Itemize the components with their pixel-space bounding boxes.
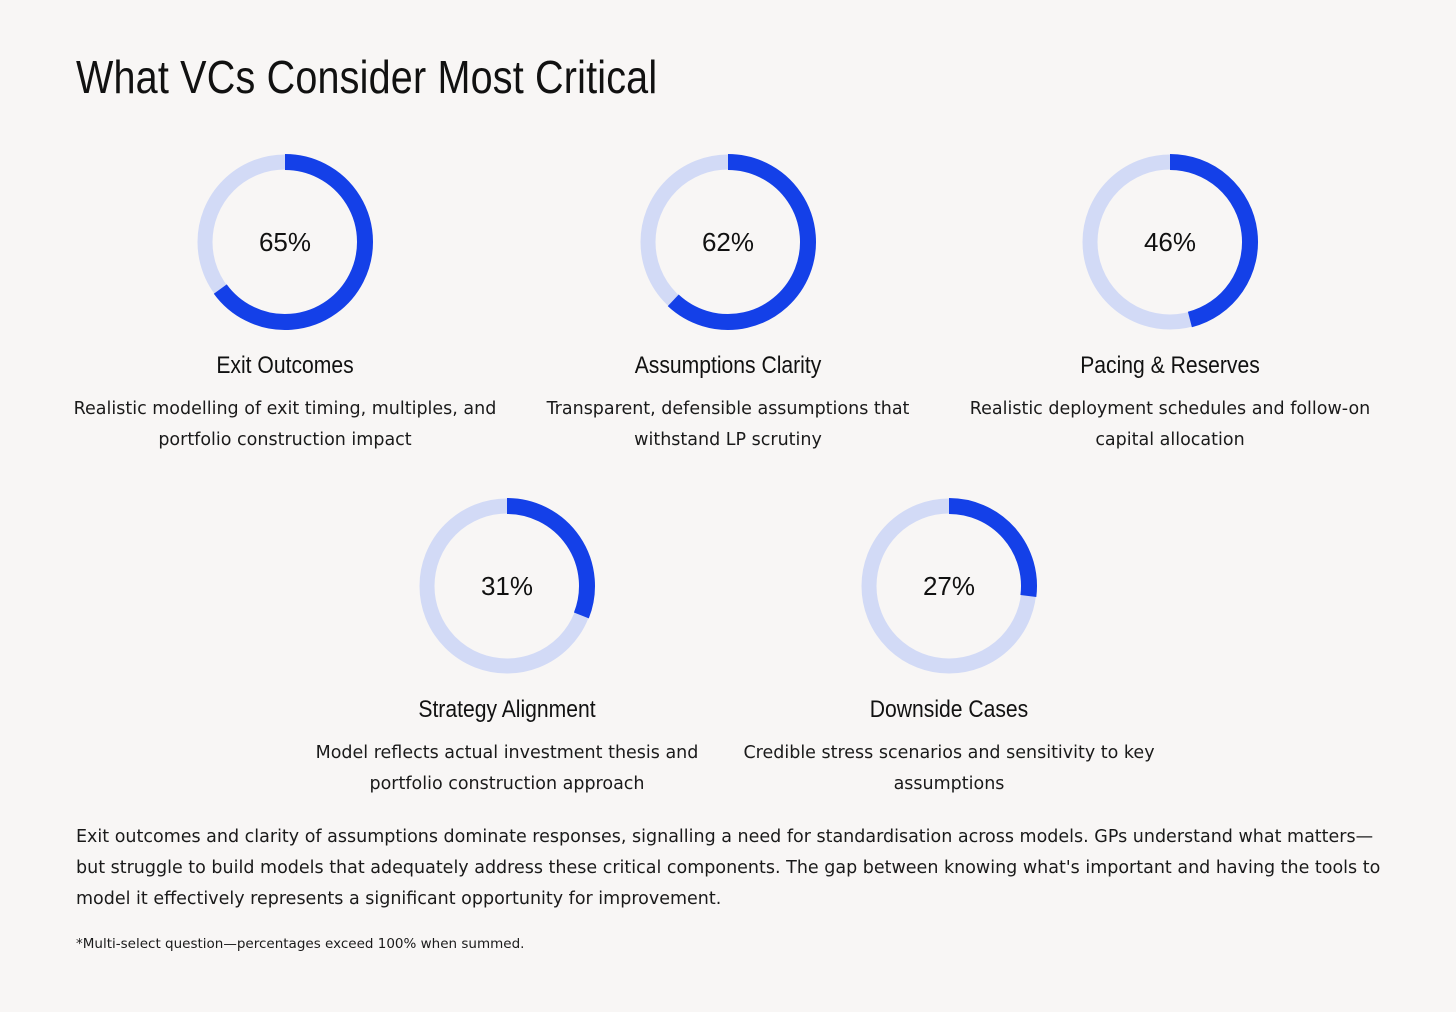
donut-chart: 27% [861,498,1037,674]
card-title: Strategy Alignment [418,696,596,723]
donut-arc [213,154,373,330]
donut-chart: 31% [419,498,595,674]
donut-chart: 46% [1082,154,1258,330]
donut-value-label: 31% [481,571,533,601]
donut-value-label: 46% [1144,227,1196,257]
card-title: Downside Cases [869,696,1029,723]
metric-card-strategy-alignment: 31% Strategy Alignment Model reflects ac… [277,496,737,800]
donut-value-label: 27% [923,571,975,601]
card-description: Transparent, defensible assumptions that… [546,399,910,450]
donut-chart: 62% [640,154,816,330]
card-description: Credible stress scenarios and sensitivit… [743,743,1155,794]
metric-card-pacing-reserves: 46% Pacing & Reserves Realistic deployme… [940,152,1400,456]
donut-arc [1169,154,1258,328]
metric-card-assumptions-clarity: 62% Assumptions Clarity Transparent, def… [498,152,958,456]
card-title: Assumptions Clarity [634,352,822,379]
card-title: Pacing & Reserves [1080,352,1260,379]
page-title: What VCs Consider Most Critical [76,51,658,103]
card-description: Realistic deployment schedules and follo… [969,399,1371,450]
card-description: Realistic modelling of exit timing, mult… [73,399,497,450]
summary-paragraph: Exit outcomes and clarity of assumptions… [76,827,1381,909]
donut-value-label: 65% [259,227,311,257]
card-title: Exit Outcomes [216,352,354,379]
donut-value-label: 62% [702,227,754,257]
footnote: *Multi-select question—percentages excee… [76,936,525,952]
metric-card-exit-outcomes: 65% Exit Outcomes Realistic modelling of… [55,152,515,456]
donut-arc [948,498,1037,598]
donut-arc [506,498,595,619]
donut-chart: 65% [197,154,373,330]
metric-card-downside-cases: 27% Downside Cases Credible stress scena… [719,496,1179,800]
card-description: Model reflects actual investment thesis … [315,743,699,794]
donut-arc [667,154,816,330]
